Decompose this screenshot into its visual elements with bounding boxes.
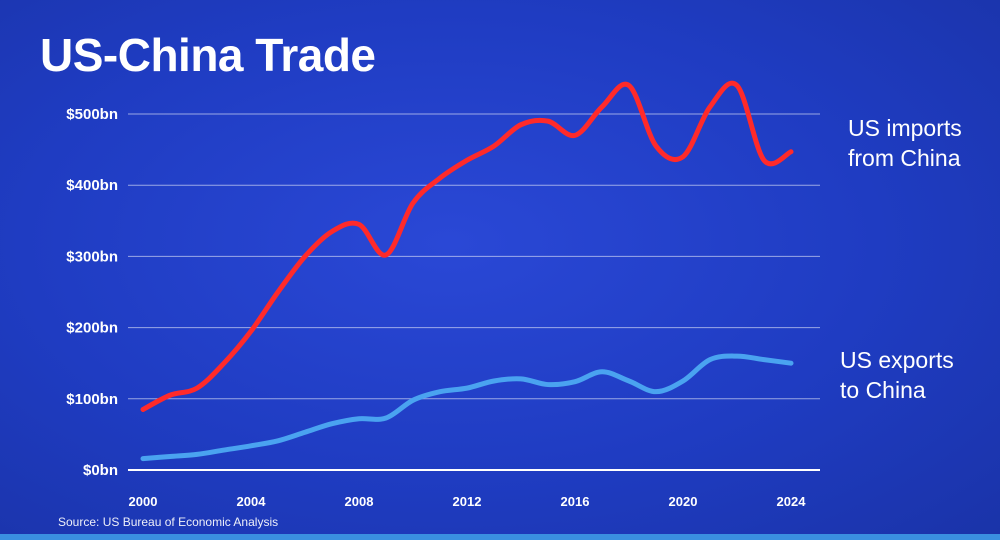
grid-lines	[128, 113, 820, 471]
x-tick-label: 2024	[777, 494, 807, 509]
chart-title: US-China Trade	[40, 29, 376, 81]
imports-label-line2: from China	[848, 145, 961, 171]
imports-label-line1: US imports	[848, 115, 962, 141]
x-tick-label: 2020	[669, 494, 698, 509]
bottom-accent-strip	[0, 534, 1000, 540]
y-tick-label: $300bn	[66, 248, 118, 265]
exports-series-label: US exports to China	[840, 345, 954, 405]
y-tick-label: $500bn	[66, 106, 118, 123]
x-tick-label: 2000	[129, 494, 158, 509]
series-lines	[140, 80, 794, 462]
x-tick-label: 2016	[561, 494, 590, 509]
y-tick-label: $400bn	[66, 177, 118, 194]
x-tick-label: 2012	[453, 494, 482, 509]
y-tick-label: $0bn	[83, 462, 118, 479]
imports-line	[140, 80, 794, 412]
exports-label-line2: to China	[840, 377, 926, 403]
y-tick-label: $200bn	[66, 320, 118, 337]
x-tick-label: 2008	[345, 494, 374, 509]
exports-label-line1: US exports	[840, 347, 954, 373]
x-tick-label: 2004	[237, 494, 267, 509]
x-axis-ticks: 2000 2004 2008 2012 2016 2020 2024	[129, 494, 807, 509]
exports-line	[140, 353, 794, 462]
source-note: Source: US Bureau of Economic Analysis	[58, 515, 279, 529]
y-axis-ticks: $0bn $100bn $200bn $300bn $400bn $500bn	[66, 106, 118, 479]
imports-series-label: US imports from China	[848, 113, 962, 173]
y-tick-label: $100bn	[66, 391, 118, 408]
